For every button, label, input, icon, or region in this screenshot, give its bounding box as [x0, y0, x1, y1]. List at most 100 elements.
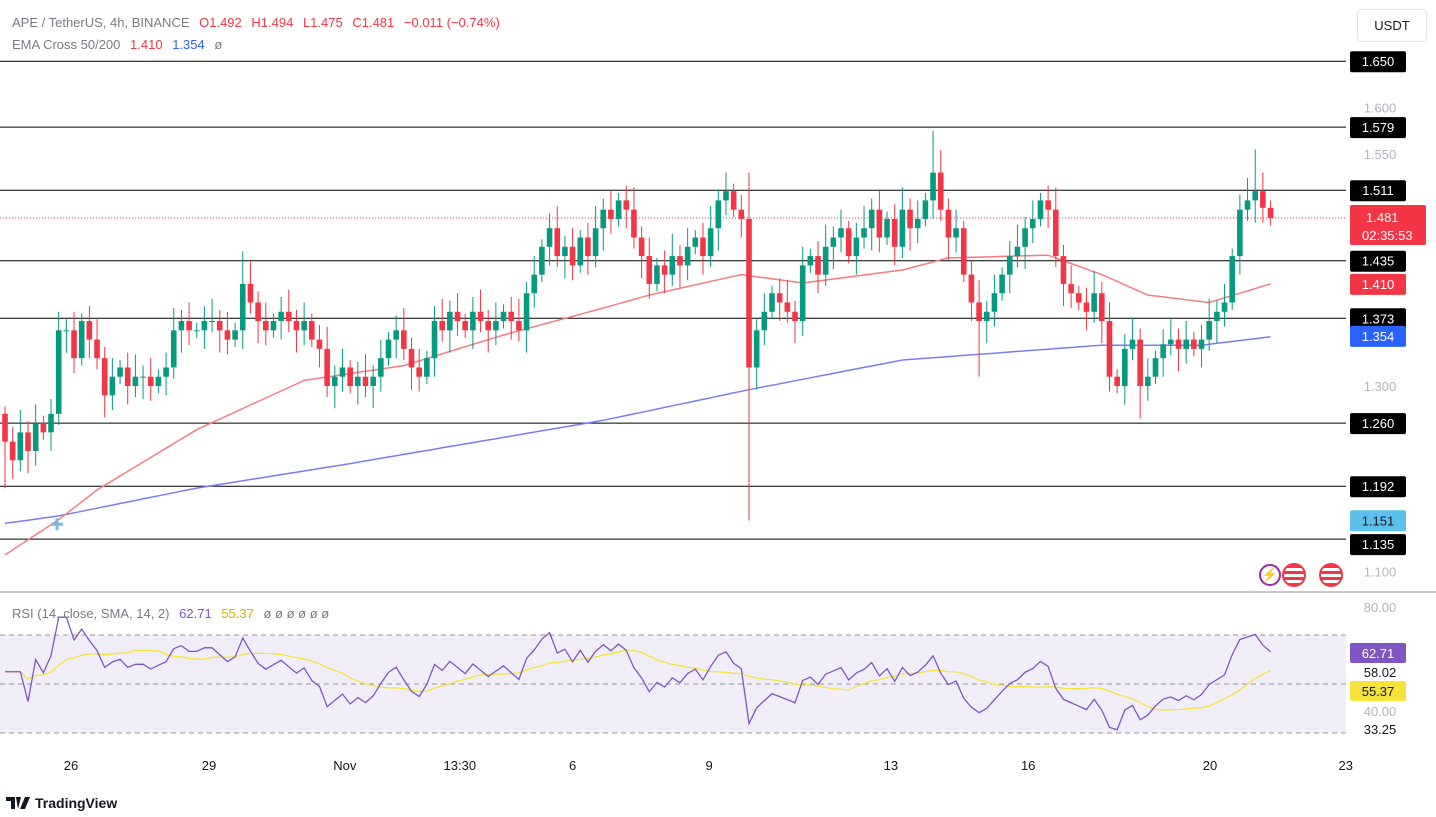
candle-body: [470, 311, 476, 331]
candle-body: [937, 172, 944, 210]
tradingview-logo[interactable]: TradingView: [6, 795, 117, 811]
candle-body: [853, 237, 860, 257]
candle-body: [1160, 344, 1166, 359]
candle-body: [1260, 191, 1266, 208]
price-tick-label: 1.100: [1364, 565, 1397, 580]
candle-body: [523, 293, 530, 331]
candle-body: [431, 321, 438, 359]
candle-body: [1076, 293, 1082, 303]
candle-body: [201, 321, 208, 331]
candle-body: [516, 321, 522, 331]
ema50-price-label: 1.410: [1362, 277, 1395, 292]
us-flag-event-icon[interactable]: [1282, 563, 1306, 587]
candle-body: [216, 321, 223, 331]
candle-body: [278, 311, 284, 322]
time-tick-label: 23: [1338, 758, 1352, 773]
candle-body: [1244, 200, 1251, 210]
time-tick-label: 26: [64, 758, 78, 773]
candle-body: [393, 330, 399, 340]
level-price-label: 1.650: [1362, 54, 1395, 69]
cross-price-label-bg: [1350, 510, 1406, 532]
candle-body: [71, 330, 77, 359]
candle-body: [907, 209, 913, 229]
candle-body: [715, 200, 722, 229]
candle-body: [899, 209, 906, 247]
candle-body: [646, 256, 653, 284]
symbol-title[interactable]: APE / TetherUS, 4h, BINANCE: [12, 15, 190, 30]
cross-price-label: 1.151: [1362, 513, 1395, 528]
time-tick-label: Nov: [333, 758, 357, 773]
candle-body: [968, 274, 975, 303]
candle-body: [454, 311, 461, 322]
candle-body: [48, 413, 54, 433]
candle-body: [792, 311, 798, 322]
candle-body: [585, 237, 591, 257]
rsi-label[interactable]: RSI (14, close, SMA, 14, 2): [12, 606, 170, 621]
candle-body: [239, 283, 246, 331]
time-tick-label: 13:30: [444, 758, 477, 773]
candle-body: [1099, 293, 1105, 322]
candle-body: [2, 413, 8, 442]
ema-label[interactable]: EMA Cross 50/200: [12, 37, 121, 52]
candle-body: [669, 256, 676, 275]
currency-button[interactable]: USDT: [1357, 9, 1427, 42]
candle-body: [186, 321, 192, 331]
ema-extra: ø: [214, 37, 223, 52]
rsi-value: 62.71: [179, 606, 212, 621]
candle-body: [55, 330, 62, 414]
open-value: O1.492: [199, 15, 242, 30]
candle-body: [101, 358, 108, 396]
lightning-event-icon[interactable]: ⚡: [1259, 564, 1281, 586]
candle-body: [1168, 339, 1174, 345]
candle-body: [1083, 302, 1090, 312]
candle-body: [592, 228, 599, 257]
level-price-label: 1.579: [1362, 120, 1395, 135]
candle-body: [1252, 191, 1259, 201]
candle-body: [1029, 218, 1036, 229]
candle-body: [539, 246, 545, 275]
candle-body: [700, 237, 706, 257]
level-price-label-bg: [1350, 476, 1406, 498]
rsi-tick-label: 33.25: [1364, 722, 1397, 737]
low-value: L1.475: [302, 15, 343, 30]
time-tick-label: 13: [884, 758, 898, 773]
candle-body: [424, 358, 430, 377]
time-tick-label: 16: [1021, 758, 1035, 773]
candle-body: [140, 376, 146, 378]
ema200-price-label: 1.354: [1362, 329, 1395, 344]
candle-body: [815, 256, 821, 275]
candle-body: [753, 330, 760, 368]
candle-body: [638, 237, 645, 257]
candle-body: [347, 367, 353, 386]
candle-body: [830, 237, 837, 247]
candle-body: [922, 200, 929, 219]
candle-body: [462, 321, 468, 331]
candle-body: [17, 432, 24, 461]
candle-body: [9, 441, 16, 461]
us-flag-event-icon[interactable]: [1319, 563, 1343, 587]
candle-body: [416, 367, 422, 377]
candle-body: [1191, 339, 1197, 349]
candle-body: [1129, 339, 1136, 349]
brand-label: TradingView: [35, 795, 118, 811]
rsi-extras: ø ø ø ø ø ø: [263, 606, 330, 621]
candle-body: [378, 358, 384, 377]
candle-body: [822, 246, 829, 275]
candle-body: [730, 191, 737, 210]
candle-body: [1175, 339, 1182, 349]
candle-body: [40, 423, 47, 433]
candle-body: [439, 321, 445, 331]
ema200-value: 1.354: [172, 37, 205, 52]
candle-body: [370, 376, 376, 386]
ema200-price-label-bg: [1350, 325, 1406, 347]
candle-body: [799, 265, 806, 322]
close-value: C1.481: [352, 15, 395, 30]
time-tick-label: 29: [202, 758, 216, 773]
candle-body: [531, 274, 538, 294]
level-price-label-bg: [1350, 51, 1406, 73]
candle-body: [170, 330, 177, 368]
rsi-legend: RSI (14, close, SMA, 14, 2) 62.71 55.37 …: [12, 606, 335, 621]
candle-body: [316, 339, 323, 349]
level-price-label: 1.435: [1362, 254, 1395, 269]
